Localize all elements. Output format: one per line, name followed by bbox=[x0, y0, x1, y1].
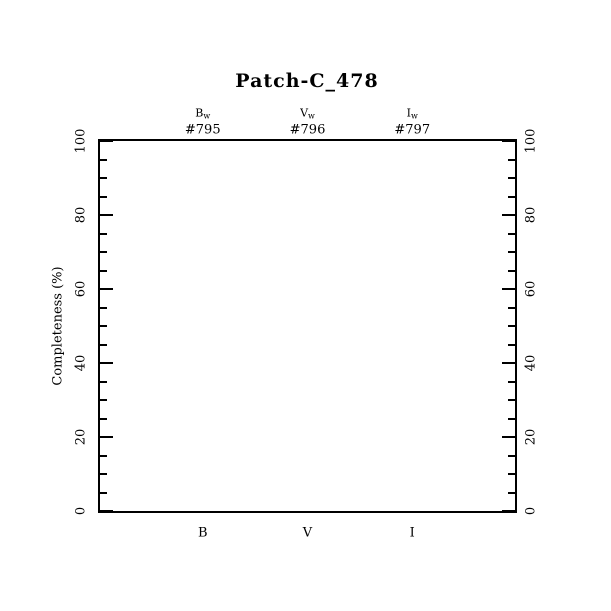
y-axis-minor-tick-right bbox=[508, 491, 515, 494]
y-axis-major-tick-right bbox=[502, 510, 515, 512]
y-axis-minor-tick-left bbox=[100, 473, 107, 475]
y-axis-minor-tick-right bbox=[508, 269, 515, 272]
band-subscript: w bbox=[411, 111, 418, 121]
y-axis-minor-tick-right bbox=[508, 177, 515, 179]
top-band-label: Bw bbox=[195, 106, 211, 121]
y-tick-label-right: 60 bbox=[523, 280, 539, 298]
y-axis-major-tick-right bbox=[502, 436, 515, 438]
y-axis-minor-tick-left bbox=[100, 269, 107, 272]
y-tick-label-left: 60 bbox=[73, 280, 89, 298]
top-band-id: #795 bbox=[184, 122, 221, 138]
y-axis-minor-tick-left bbox=[100, 325, 107, 327]
y-axis-major-tick-right bbox=[502, 362, 515, 364]
y-axis-minor-tick-left bbox=[100, 399, 107, 401]
top-band-id: #797 bbox=[394, 122, 431, 138]
plot-frame bbox=[98, 139, 517, 513]
top-band-label: Iw bbox=[406, 106, 418, 121]
y-tick-label-left: 0 bbox=[73, 506, 89, 516]
y-axis-minor-tick-left bbox=[100, 177, 107, 179]
y-axis-major-tick-left bbox=[100, 510, 113, 512]
y-axis-minor-tick-left bbox=[100, 343, 107, 346]
y-tick-label-left: 100 bbox=[73, 128, 89, 154]
y-tick-label-right: 100 bbox=[523, 128, 539, 154]
y-axis-minor-tick-left bbox=[100, 491, 107, 494]
y-axis-minor-tick-left bbox=[100, 454, 107, 457]
x-category-label: V bbox=[302, 525, 313, 541]
y-axis-minor-tick-right bbox=[508, 251, 515, 253]
y-axis-major-tick-left bbox=[100, 362, 113, 364]
y-axis-minor-tick-right bbox=[508, 473, 515, 475]
y-axis-label: Completeness (%) bbox=[50, 266, 66, 386]
y-axis-major-tick-left bbox=[100, 214, 113, 216]
y-axis-minor-tick-right bbox=[508, 380, 515, 383]
y-axis-minor-tick-right bbox=[508, 158, 515, 161]
y-axis-minor-tick-left bbox=[100, 380, 107, 383]
y-axis-major-tick-left bbox=[100, 140, 113, 142]
band-subscript: w bbox=[203, 111, 211, 121]
y-axis-minor-tick-left bbox=[100, 251, 107, 253]
y-axis-major-tick-left bbox=[100, 288, 113, 290]
y-tick-label-left: 20 bbox=[73, 428, 89, 446]
y-tick-label-left: 80 bbox=[73, 206, 89, 224]
top-band-id: #796 bbox=[289, 122, 326, 138]
y-axis-minor-tick-right bbox=[508, 343, 515, 346]
band-subscript: w bbox=[308, 111, 315, 121]
y-tick-label-right: 80 bbox=[523, 206, 539, 224]
y-axis-minor-tick-left bbox=[100, 417, 107, 420]
band-name: B bbox=[195, 106, 204, 120]
y-axis-minor-tick-right bbox=[508, 195, 515, 198]
x-category-label: I bbox=[409, 525, 415, 541]
y-axis-minor-tick-right bbox=[508, 306, 515, 309]
y-tick-label-left: 40 bbox=[73, 354, 89, 372]
y-axis-minor-tick-right bbox=[508, 417, 515, 420]
top-band-label: Vw bbox=[300, 106, 315, 121]
y-axis-minor-tick-right bbox=[508, 232, 515, 235]
band-name: I bbox=[406, 106, 411, 120]
y-axis-minor-tick-right bbox=[508, 454, 515, 457]
y-axis-major-tick-right bbox=[502, 140, 515, 142]
band-name: V bbox=[300, 106, 309, 120]
y-tick-label-right: 20 bbox=[523, 428, 539, 446]
y-tick-label-right: 40 bbox=[523, 354, 539, 372]
y-axis-major-tick-right bbox=[502, 214, 515, 216]
x-category-label: B bbox=[197, 525, 208, 541]
y-axis-minor-tick-left bbox=[100, 306, 107, 309]
y-axis-minor-tick-left bbox=[100, 232, 107, 235]
y-axis-minor-tick-left bbox=[100, 158, 107, 161]
y-axis-major-tick-right bbox=[502, 288, 515, 290]
y-axis-minor-tick-right bbox=[508, 325, 515, 327]
chart-title: Patch-C_478 bbox=[235, 70, 379, 92]
y-axis-major-tick-left bbox=[100, 436, 113, 438]
y-axis-minor-tick-right bbox=[508, 399, 515, 401]
y-axis-minor-tick-left bbox=[100, 195, 107, 198]
y-tick-label-right: 0 bbox=[523, 506, 539, 516]
